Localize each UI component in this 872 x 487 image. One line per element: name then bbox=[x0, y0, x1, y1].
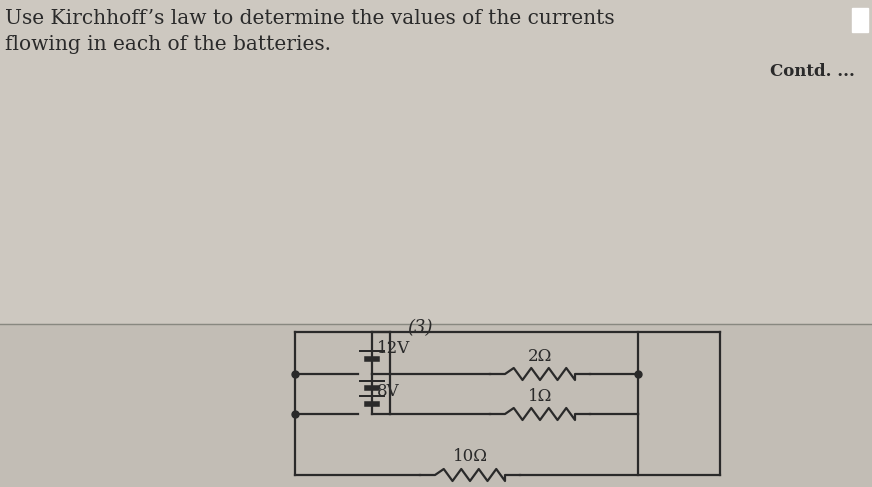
Text: 1Ω: 1Ω bbox=[528, 388, 552, 405]
Bar bbox=[852, 8, 868, 32]
Text: 2Ω: 2Ω bbox=[528, 348, 552, 365]
Text: flowing in each of the batteries.: flowing in each of the batteries. bbox=[5, 35, 331, 54]
Bar bbox=[0, 324, 872, 487]
Text: Contd. ...: Contd. ... bbox=[770, 63, 855, 80]
Text: 10Ω: 10Ω bbox=[453, 448, 487, 465]
Text: 12V: 12V bbox=[377, 340, 410, 357]
Text: Use Kirchhoff’s law to determine the values of the currents: Use Kirchhoff’s law to determine the val… bbox=[5, 9, 615, 28]
Text: (3): (3) bbox=[407, 319, 433, 337]
Bar bbox=[0, 0, 872, 324]
Text: 8V: 8V bbox=[377, 383, 399, 400]
